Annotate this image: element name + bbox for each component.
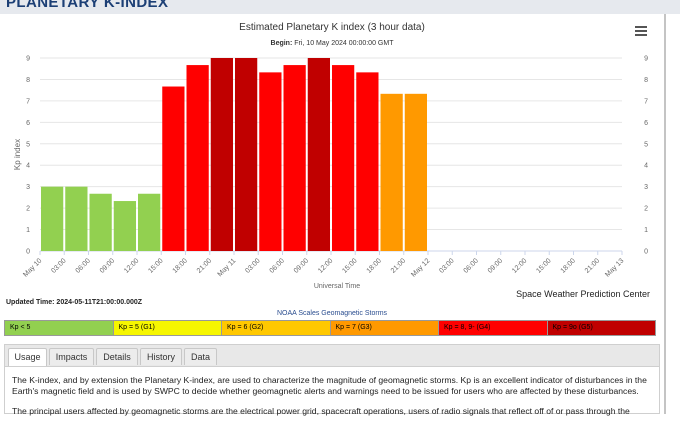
kp-bar xyxy=(89,193,112,251)
x-tick-label: 06:00 xyxy=(75,257,92,274)
swpc-credit: Space Weather Prediction Center xyxy=(516,289,650,299)
x-tick-label: 09:00 xyxy=(293,257,310,274)
x-tick-label: 18:00 xyxy=(560,257,577,274)
kp-bar xyxy=(210,58,233,251)
kp-bar xyxy=(307,58,330,251)
scales-title: NOAA Scales Geomagnetic Storms xyxy=(276,310,388,317)
y-tick-label: 5 xyxy=(26,141,30,148)
x-tick-label: 03:00 xyxy=(50,257,67,274)
kp-bar xyxy=(138,193,161,251)
chart-title: Estimated Planetary K index (3 hour data… xyxy=(239,22,425,33)
kp-bar xyxy=(65,186,88,251)
scale-item: Kp = 8, 9- (G4) xyxy=(439,321,548,335)
y-tick-label-right: 9 xyxy=(644,56,648,63)
x-tick-label: 21:00 xyxy=(196,257,213,274)
x-tick-label: May 10 xyxy=(22,257,43,278)
y-tick-label: 3 xyxy=(26,184,30,191)
x-tick-label: May 13 xyxy=(604,257,625,278)
kp-bar xyxy=(235,58,258,251)
tab-details[interactable]: Details xyxy=(96,348,138,365)
tab-impacts[interactable]: Impacts xyxy=(49,348,94,365)
tab-usage[interactable]: Usage xyxy=(8,348,47,366)
x-axis-title: Universal Time xyxy=(314,283,360,290)
y-tick-label-right: 2 xyxy=(644,206,648,213)
kp-bar xyxy=(380,93,403,251)
x-tick-label: 15:00 xyxy=(147,257,164,274)
y-tick-label: 6 xyxy=(26,120,30,127)
kp-bar xyxy=(404,93,427,251)
y-tick-label: 8 xyxy=(26,77,30,84)
usage-paragraph-2: The principal users affected by geomagne… xyxy=(12,406,630,416)
y-tick-label-right: 5 xyxy=(644,141,648,148)
x-tick-label: 21:00 xyxy=(584,257,601,274)
y-tick-label-right: 1 xyxy=(644,227,648,234)
y-tick-label-right: 8 xyxy=(644,77,648,84)
tab-history[interactable]: History xyxy=(140,348,182,365)
kp-bar xyxy=(162,86,185,251)
kp-bar xyxy=(41,186,64,251)
y-tick-label: 4 xyxy=(26,163,30,170)
x-tick-label: 03:00 xyxy=(244,257,261,274)
x-tick-label: 03:00 xyxy=(438,257,455,274)
y-tick-label: 0 xyxy=(26,249,30,256)
scales-bar: Kp < 5 Kp = 5 (G1) Kp = 6 (G2) Kp = 7 (G3) K… xyxy=(4,320,656,336)
x-tick-label: 15:00 xyxy=(341,257,358,274)
x-tick-label: 12:00 xyxy=(511,257,528,274)
scale-item: Kp = 7 (G3) xyxy=(330,321,439,335)
y-tick-label-right: 3 xyxy=(644,184,648,191)
kp-bar xyxy=(113,201,136,251)
scale-item: Kp < 5 xyxy=(5,321,114,335)
y-tick-label-right: 7 xyxy=(644,98,648,105)
x-tick-label: 15:00 xyxy=(535,257,552,274)
x-tick-label: May 11 xyxy=(217,257,238,278)
x-tick-label: 06:00 xyxy=(269,257,286,274)
x-tick-label: 18:00 xyxy=(172,257,189,274)
kp-bar xyxy=(283,65,306,252)
y-tick-label-right: 6 xyxy=(644,120,648,127)
y-tick-label: 2 xyxy=(26,206,30,213)
chart-frame xyxy=(0,14,666,414)
kp-bar xyxy=(332,65,355,252)
usage-paragraph-1: The K-index, and by extension the Planet… xyxy=(12,375,647,396)
y-tick-label-right: 0 xyxy=(644,249,648,256)
kp-chart: 0 0 1 1 2 2 3 3 4 4 5 5 6 6 7 7 8 8 9 9 Kp index May 10 03:00 0… xyxy=(13,56,648,291)
subtitle-value: Fri, 10 May 2024 00:00:00 GMT xyxy=(294,40,394,47)
page-heading: PLANETARY K-INDEX xyxy=(6,0,169,11)
x-tick-label: 09:00 xyxy=(487,257,504,274)
y-tick-label: 1 xyxy=(26,227,30,234)
x-tick-label: 21:00 xyxy=(390,257,407,274)
usage-content: The K-index, and by extension the Planet… xyxy=(12,375,652,426)
chart-subtitle: Begin: Fri, 10 May 2024 00:00:00 GMT xyxy=(0,40,664,47)
x-tick-label: 12:00 xyxy=(317,257,334,274)
hamburger-menu-icon[interactable] xyxy=(634,24,648,38)
kp-bar xyxy=(259,72,282,252)
tab-strip: Usage Impacts Details History Data xyxy=(5,345,659,367)
y-tick-label-right: 4 xyxy=(644,163,648,170)
tab-data[interactable]: Data xyxy=(184,348,217,365)
scale-item: Kp = 9o (G5) xyxy=(547,321,655,335)
subtitle-label: Begin: xyxy=(270,40,293,47)
x-tick-label: May 12 xyxy=(410,257,431,278)
kp-bar xyxy=(186,65,209,252)
y-tick-label: 7 xyxy=(26,98,30,105)
x-tick-label: 09:00 xyxy=(99,257,116,274)
kp-bar xyxy=(356,72,379,252)
y-axis-title: Kp index xyxy=(13,139,22,170)
scale-item: Kp = 6 (G2) xyxy=(222,321,331,335)
y-tick-label: 9 xyxy=(26,56,30,63)
x-tick-label: 06:00 xyxy=(463,257,480,274)
x-tick-label: 12:00 xyxy=(123,257,140,274)
page-header: PLANETARY K-INDEX xyxy=(0,0,680,14)
tabs-panel: Usage Impacts Details History Data The K… xyxy=(4,344,660,416)
updated-time: Updated Time: 2024-05-11T21:00:00.000Z xyxy=(6,299,143,306)
scale-item: Kp = 5 (G1) xyxy=(113,321,222,335)
x-tick-label: 18:00 xyxy=(366,257,383,274)
